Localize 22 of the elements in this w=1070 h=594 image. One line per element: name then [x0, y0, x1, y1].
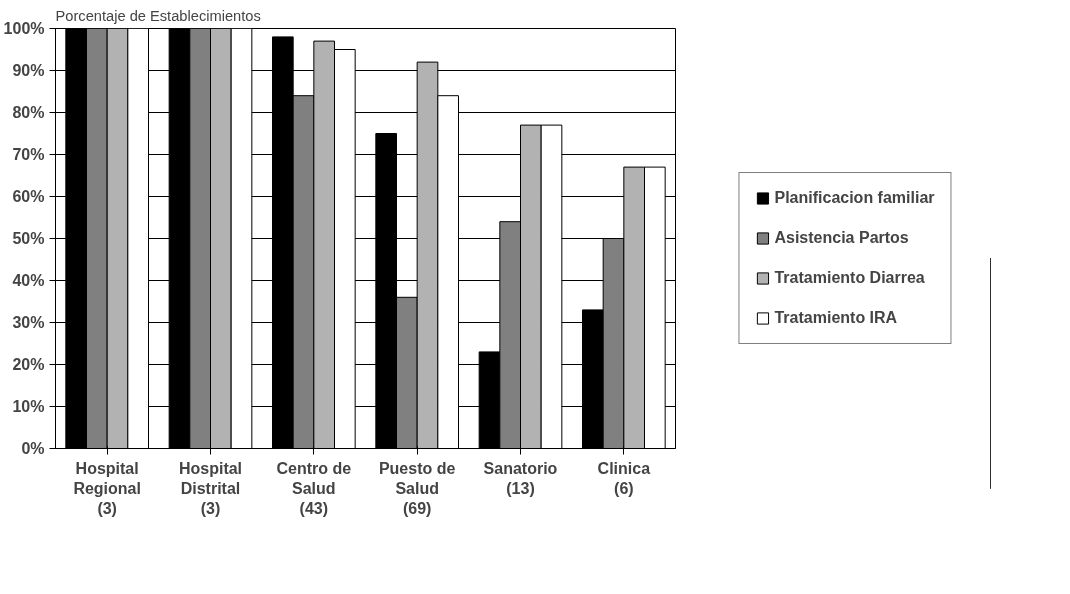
y-tick-label: 20%: [12, 356, 45, 373]
legend-label: Tratamiento IRA: [774, 309, 898, 327]
y-tick-label: 60%: [12, 188, 45, 205]
x-tick-label: Puesto de Salud (69): [378, 459, 456, 518]
y-tick-label: 80%: [12, 104, 45, 121]
x-tick-label: Sanatorio (13): [483, 459, 558, 497]
chart-title: Porcentaje de Establecimientos: [55, 7, 261, 24]
y-tick-label: 40%: [12, 272, 45, 289]
x-tick-label: Hospital Distrital (3): [178, 459, 243, 518]
y-tick-label: 30%: [12, 314, 45, 331]
x-tick-label: Clinica (6): [597, 459, 651, 497]
y-tick-label: 70%: [12, 146, 45, 163]
legend-label: Tratamiento Diarrea: [774, 269, 925, 287]
y-tick-label: 90%: [12, 62, 45, 79]
legend-label: Asistencia Partos: [774, 229, 909, 247]
y-tick-label: 0%: [21, 440, 45, 457]
y-tick-label: 50%: [12, 230, 45, 247]
y-tick-label: 100%: [3, 20, 45, 37]
x-tick-label: Centro de Salud (43): [276, 459, 352, 518]
legend-label: Planificacion familiar: [774, 189, 935, 207]
x-tick-label: Hospital Regional (3): [73, 459, 141, 518]
y-tick-label: 10%: [12, 398, 45, 415]
